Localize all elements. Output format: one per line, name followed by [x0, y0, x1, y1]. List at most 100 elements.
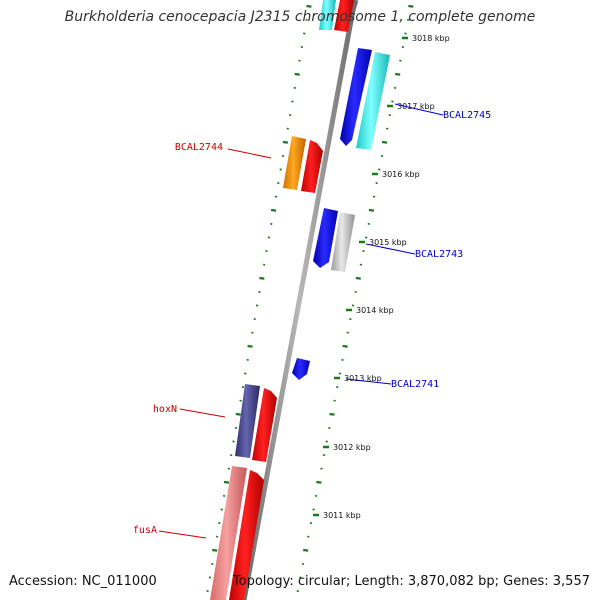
tick-mark — [351, 304, 355, 307]
tick-mark — [404, 32, 407, 35]
tick-mark — [227, 467, 231, 470]
gene-hoxn-a — [235, 384, 260, 458]
kbp-label: 3018 kbp — [412, 34, 450, 43]
tick-mark — [279, 168, 282, 171]
tick-mark — [309, 522, 313, 525]
tick-mark — [282, 140, 289, 144]
tick-mark — [322, 454, 326, 457]
tick-mark — [301, 562, 305, 565]
outer-tick-ring — [296, 4, 414, 593]
tick-mark — [296, 590, 300, 593]
kbp-labels: 3018 kbp 3017 kbp 3016 kbp 3015 kbp 3014 kbp… — [313, 34, 450, 520]
tick-mark — [328, 426, 331, 429]
tick-mark — [320, 467, 323, 470]
kbp-label: 3013 kbp — [344, 374, 382, 383]
tick-mark — [220, 508, 223, 511]
tick-mark — [391, 100, 394, 103]
tick-mark — [329, 412, 335, 416]
gene-bcal2745a — [340, 48, 372, 146]
tick-mark — [303, 548, 309, 552]
kbp-label: 3011 kbp — [323, 511, 361, 520]
tick-mark — [368, 208, 375, 212]
gene-fusa-a — [210, 466, 247, 600]
tick-mark — [401, 46, 405, 49]
gene-bcal2743b — [331, 212, 355, 272]
gene-bcal2745b — [356, 52, 390, 150]
tick-mark — [274, 195, 278, 198]
tick-mark — [251, 331, 254, 334]
kbp-label: 3017 kbp — [397, 102, 435, 111]
tick-mark — [341, 358, 344, 361]
accession-text: Accession: NC_011000 — [9, 574, 157, 589]
tick-mark — [262, 263, 266, 266]
tick-mark — [258, 290, 261, 293]
tick-mark — [293, 86, 297, 89]
tick-mark — [232, 440, 235, 443]
kbp-label: 3012 kbp — [333, 443, 371, 452]
gene-label-bcal2743: BCAL2743 — [415, 249, 463, 260]
tick-mark — [305, 18, 308, 21]
chromosome-backbone — [241, 0, 359, 600]
gene-label-bcal2744: BCAL2744 — [175, 142, 223, 153]
tick-mark — [333, 399, 336, 402]
tick-mark — [259, 276, 265, 280]
tick-mark — [288, 114, 292, 117]
tick-mark — [215, 535, 219, 538]
tick-mark — [306, 4, 312, 8]
tick-mark — [270, 208, 277, 212]
topology-text: Topology: circular; Length: 3,870,082 bp… — [232, 574, 590, 589]
gene-forward-top-red — [334, 0, 354, 32]
tick-mark — [247, 344, 253, 348]
kbp-label: 3016 kbp — [382, 170, 420, 179]
tick-mark — [298, 59, 301, 62]
gene-hoxn-b — [252, 388, 277, 462]
tick-mark — [381, 140, 388, 144]
tick-mark — [218, 522, 221, 525]
tick-mark — [244, 372, 247, 375]
tick-mark — [316, 480, 322, 484]
gene-label-bcal2741: BCAL2741 — [391, 379, 439, 390]
tick-mark — [299, 576, 302, 579]
tick-mark — [291, 100, 294, 103]
gene-label-bcal2745: BCAL2745 — [443, 110, 491, 121]
tick-mark — [362, 250, 365, 253]
tick-mark — [270, 222, 273, 225]
gene-labels: BCAL2745 BCAL2744 BCAL2743 BCAL2741 hoxN fusA — [133, 110, 491, 536]
tick-mark — [349, 318, 352, 321]
tick-mark — [359, 263, 363, 266]
tick-mark — [281, 154, 285, 157]
tick-mark — [388, 114, 392, 117]
kbp-label: 3015 kbp — [369, 238, 407, 247]
gene-leader-lines — [158, 103, 444, 539]
tick-mark — [338, 372, 342, 375]
tick-mark — [235, 412, 241, 416]
gene-bcal2744b — [301, 140, 323, 193]
gene-reverse-top-cyan — [319, 0, 336, 30]
tick-mark — [335, 386, 339, 389]
tick-mark — [303, 32, 306, 35]
tick-mark — [385, 127, 389, 130]
tick-mark — [342, 344, 348, 348]
tick-mark — [211, 562, 214, 565]
map-title: Burkholderia cenocepacia J2315 chromosom… — [64, 9, 536, 25]
tick-mark — [277, 182, 280, 185]
tick-mark — [222, 494, 226, 497]
kbp-label: 3014 kbp — [356, 306, 394, 315]
tick-mark — [223, 480, 230, 484]
tick-mark — [307, 535, 310, 538]
tick-mark — [229, 454, 233, 457]
tick-mark — [267, 236, 271, 239]
gene-fusa-b — [229, 470, 264, 600]
inner-tick-ring — [206, 4, 312, 593]
tick-mark — [206, 590, 209, 593]
tick-mark — [355, 276, 361, 280]
tick-mark — [286, 127, 289, 130]
gene-bcal2744a — [283, 136, 306, 190]
tick-mark — [399, 59, 402, 62]
tick-mark — [325, 440, 328, 443]
reverse-strand-genes — [292, 0, 390, 380]
tick-mark — [406, 18, 410, 21]
tick-mark — [372, 195, 376, 198]
tick-mark — [265, 250, 268, 253]
tick-mark — [380, 154, 384, 157]
